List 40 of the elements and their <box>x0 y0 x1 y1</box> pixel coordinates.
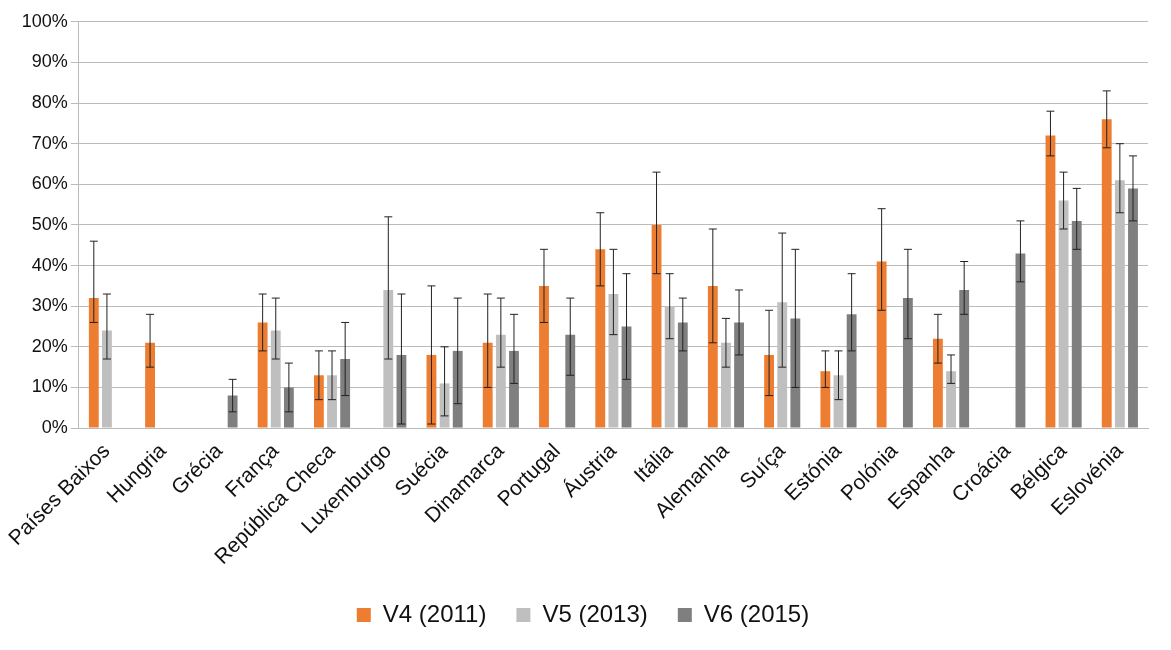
legend-label: V5 (2013) <box>542 599 648 627</box>
legend-label: V4 (2011) <box>382 599 487 627</box>
bar <box>790 318 801 428</box>
y-tick-label: 0% <box>41 417 68 438</box>
y-tick-label: 90% <box>31 51 68 72</box>
bar <box>509 350 519 428</box>
bar <box>257 322 268 428</box>
bar <box>452 350 463 428</box>
bar <box>340 359 351 428</box>
bar <box>565 334 576 428</box>
bar <box>1101 119 1112 428</box>
bar <box>482 342 493 428</box>
bar <box>846 314 857 428</box>
bar <box>734 322 744 428</box>
y-tick-label: 80% <box>31 92 68 113</box>
y-tick-label: 40% <box>31 254 68 275</box>
bar <box>227 395 238 428</box>
y-tick-label: 70% <box>31 132 68 153</box>
bar <box>677 322 688 428</box>
bar <box>1071 220 1082 428</box>
y-tick-label: 50% <box>31 213 68 234</box>
bar <box>707 285 718 428</box>
bar <box>595 249 606 428</box>
y-tick-label: 20% <box>31 335 68 356</box>
y-tick-label: 100% <box>21 10 68 31</box>
bar <box>876 261 887 428</box>
bar <box>932 338 943 428</box>
bar <box>539 285 549 428</box>
y-tick-label: 10% <box>31 376 68 397</box>
bar <box>959 289 970 428</box>
bar <box>88 298 99 428</box>
bar <box>1128 188 1138 428</box>
y-tick-label: 60% <box>31 173 68 194</box>
bar <box>145 342 155 428</box>
bar <box>1015 253 1026 428</box>
legend-label: V6 (2015) <box>703 599 810 627</box>
y-tick-label: 30% <box>31 295 68 316</box>
bar <box>1045 135 1056 428</box>
bar <box>902 298 913 428</box>
bar <box>820 371 831 428</box>
